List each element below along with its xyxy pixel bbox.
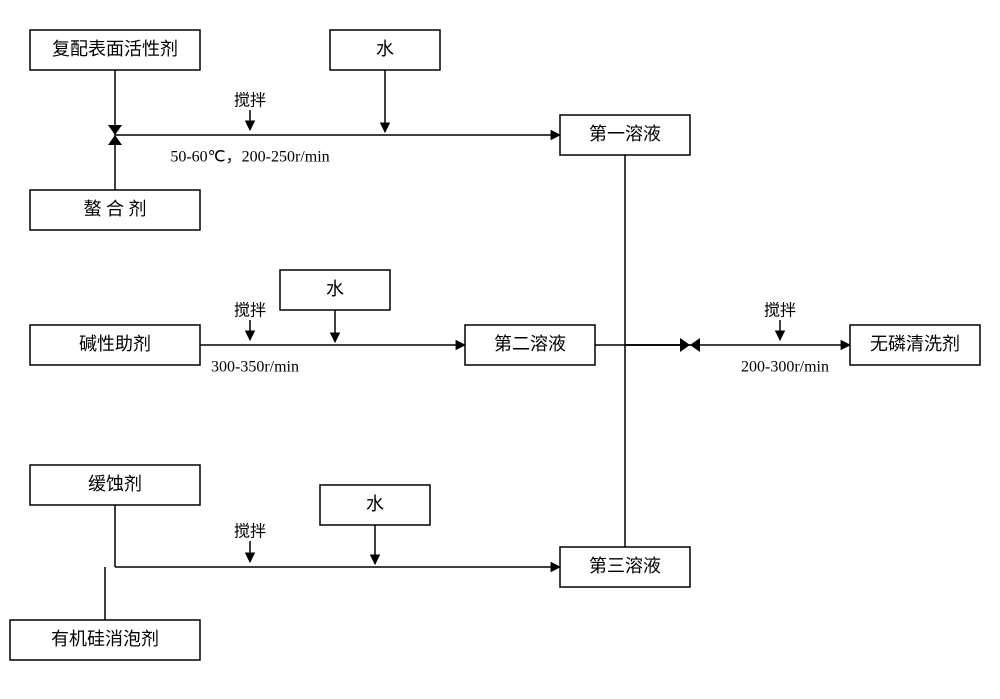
node-label-n_water1: 水 (376, 39, 394, 59)
node-label-n_surfactant: 复配表面活性剂 (52, 39, 178, 59)
flowchart: 复配表面活性剂水螯 合 剂第一溶液碱性助剂水第二溶液无磷清洗剂缓蚀剂水有机硅消泡… (0, 0, 1000, 699)
edge-label: 搅拌 (234, 92, 266, 110)
edge-label: 搅拌 (234, 523, 266, 541)
node-label-n_sol2: 第二溶液 (494, 334, 566, 354)
node-label-n_chelator: 螯 合 剂 (84, 199, 147, 219)
node-label-n_sol1: 第一溶液 (589, 124, 661, 144)
edge-label: 50-60℃，200-250r/min (170, 149, 329, 166)
node-label-n_alkali: 碱性助剂 (79, 334, 151, 354)
node-label-n_water2: 水 (326, 279, 344, 299)
edge-label: 搅拌 (764, 302, 796, 320)
node-label-n_sol3: 第三溶液 (589, 556, 661, 576)
node-label-n_water3: 水 (366, 494, 384, 514)
edge-label: 200-300r/min (741, 359, 829, 376)
node-label-n_product: 无磷清洗剂 (870, 334, 960, 354)
edge-label: 300-350r/min (211, 359, 299, 376)
edge-label: 搅拌 (234, 302, 266, 320)
node-label-n_defoamer: 有机硅消泡剂 (51, 629, 159, 649)
node-label-n_inhibitor: 缓蚀剂 (88, 474, 142, 494)
